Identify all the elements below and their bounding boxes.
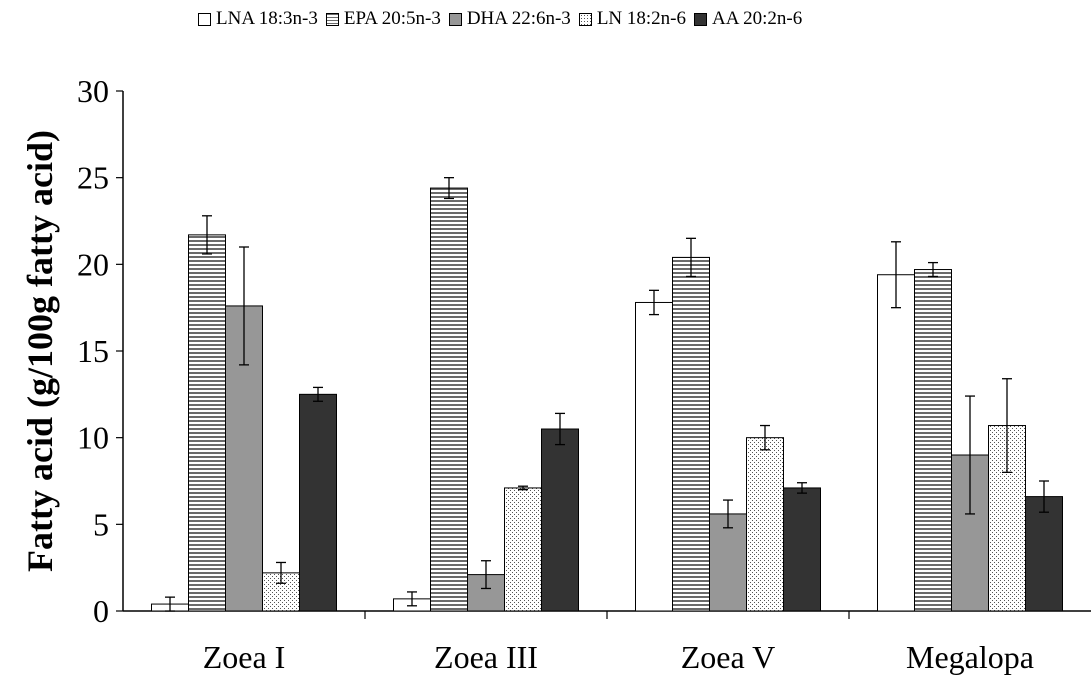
bar: [709, 513, 747, 612]
bar: [188, 234, 226, 612]
x-tick-label: Zoea I: [203, 639, 286, 675]
legend-label: LNA 18:3n-3: [216, 8, 318, 29]
bar: [504, 487, 542, 612]
bar: [225, 305, 263, 612]
legend-swatch: [694, 12, 707, 26]
bar: [914, 269, 952, 612]
bar: [783, 487, 821, 612]
y-tick-label: 25: [77, 160, 109, 196]
legend-label: DHA 22:6n-3: [466, 8, 571, 29]
bar: [541, 428, 579, 612]
y-tick-label: 0: [93, 593, 109, 629]
legend-item: AA 20:2n-6: [694, 8, 802, 30]
legend-label: AA 20:2n-6: [712, 8, 803, 29]
legend-item: DHA 22:6n-3: [448, 8, 571, 30]
legend-item: LN 18:2n-6: [578, 8, 686, 30]
bar: [1025, 496, 1063, 612]
legend: LNA 18:3n-3 EPA 20:5n-3 DHA 22:6n-3 LN 18:2…: [198, 4, 810, 34]
legend-swatch: [325, 12, 339, 26]
y-tick-label: 30: [77, 73, 109, 109]
legend-label: EPA 20:5n-3: [343, 8, 441, 29]
legend-label: LN 18:2n-6: [596, 8, 686, 29]
x-tick-label: Zoea III: [434, 639, 538, 675]
y-tick-label: 20: [77, 246, 109, 282]
legend-item: EPA 20:5n-3: [325, 8, 441, 30]
y-tick-label: 10: [77, 420, 109, 456]
bar: [746, 437, 784, 612]
y-tick-label: 5: [93, 506, 109, 542]
x-tick-label: Megalopa: [906, 639, 1034, 675]
bar: [877, 274, 915, 612]
legend-item: LNA 18:3n-3: [198, 8, 318, 30]
bar: [635, 301, 673, 612]
x-tick-label: Zoea V: [681, 639, 775, 675]
bar: [299, 393, 337, 612]
legend-swatch: [448, 12, 462, 26]
y-axis-label: Fatty acid (g/100g fatty acid): [20, 130, 60, 572]
legend-swatch: [198, 12, 211, 26]
y-tick-label: 15: [77, 333, 109, 369]
bar: [430, 187, 468, 612]
legend-swatch: [578, 12, 592, 26]
bar: [672, 256, 710, 612]
